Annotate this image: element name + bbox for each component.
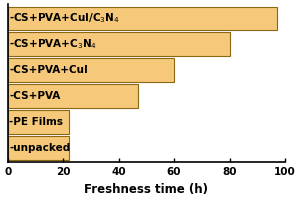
Bar bbox=[8, 7, 277, 30]
Bar bbox=[8, 32, 230, 56]
Text: -PE Films: -PE Films bbox=[9, 117, 63, 127]
X-axis label: Freshness time (h): Freshness time (h) bbox=[84, 183, 208, 196]
Bar bbox=[8, 84, 138, 108]
Bar bbox=[8, 136, 69, 160]
Text: -unpacked: -unpacked bbox=[9, 143, 70, 153]
Text: -CS+PVA+CuI: -CS+PVA+CuI bbox=[9, 65, 88, 75]
Text: -CS+PVA+CuI/C$_3$N$_4$: -CS+PVA+CuI/C$_3$N$_4$ bbox=[9, 12, 120, 25]
Text: -CS+PVA+C$_3$N$_4$: -CS+PVA+C$_3$N$_4$ bbox=[9, 37, 97, 51]
Bar bbox=[8, 58, 174, 82]
Text: -CS+PVA: -CS+PVA bbox=[9, 91, 60, 101]
Bar bbox=[8, 110, 69, 134]
